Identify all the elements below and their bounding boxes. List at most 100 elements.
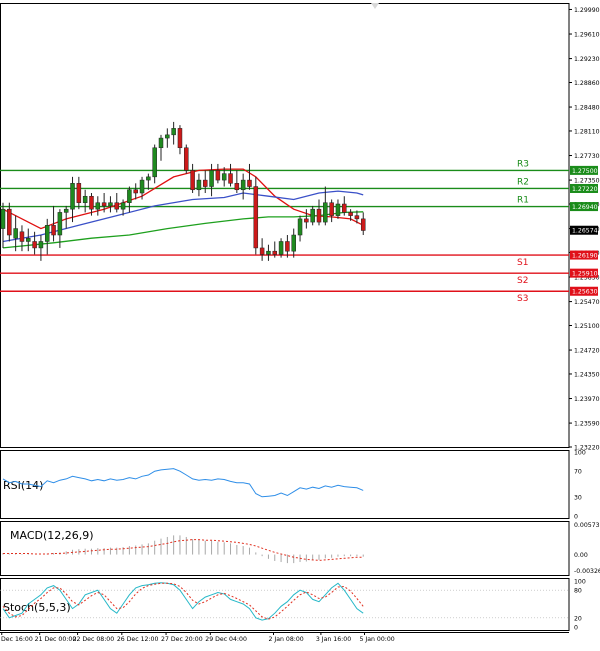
stoch-tick-label: 80: [574, 588, 582, 595]
level-name-s3: S3: [517, 294, 528, 304]
level-name-r3: R3: [517, 159, 529, 169]
level-price-label-s2: 1.25910: [572, 271, 598, 278]
price-tick-label: 1.23590: [574, 421, 600, 428]
macd-tick-label: 0.00: [574, 552, 588, 559]
candle-body: [165, 134, 170, 139]
rsi-tick-label: 0: [574, 514, 578, 521]
price-tick-label: 1.25850: [574, 275, 600, 282]
macd-tick-label: -0.003269: [574, 568, 600, 575]
time-label: 5 Jan 00:00: [360, 636, 395, 643]
candle-body: [89, 195, 94, 210]
candle-body: [323, 202, 328, 223]
candle-body: [247, 179, 252, 187]
candle-body: [177, 128, 183, 149]
candle-body: [184, 147, 189, 171]
level-price-label-r2: 1.27220: [572, 186, 598, 193]
time-label: Dec 16:00: [1, 636, 33, 643]
candle-body: [82, 195, 88, 203]
level-name-r1: R1: [517, 196, 529, 206]
stoch-tick-label: 0: [574, 625, 578, 632]
rsi-tick-label: 100: [574, 450, 586, 457]
candle-body: [26, 237, 31, 242]
price-tick-label: 1.29230: [574, 56, 600, 63]
level-price-box-r3: [570, 165, 598, 175]
time-label: 27 Dec 20:00: [161, 636, 203, 643]
stoch-tick-label: 100: [574, 579, 586, 586]
rsi-panel-frame: [0, 450, 570, 519]
candle-body: [285, 241, 290, 252]
level-price-box-r2: [570, 183, 598, 193]
candle-body: [57, 212, 63, 236]
candle-body: [108, 202, 113, 207]
price-tick-label: 1.23970: [574, 396, 600, 403]
candle-body: [196, 179, 202, 191]
stoch-panel-frame: [0, 578, 570, 631]
level-price-box-s1: [570, 250, 598, 260]
price-tick-label: 1.25470: [574, 299, 600, 306]
price-tick-label: 1.27730: [574, 153, 600, 160]
time-label: 29 Dec 04:00: [205, 636, 247, 643]
candle-body: [335, 203, 341, 216]
price-tick-label: 1.28110: [574, 128, 600, 135]
candle-body: [221, 173, 227, 181]
candle-body: [329, 202, 334, 216]
candle-body: [215, 170, 221, 181]
time-label: 22 Dec 08:00: [73, 636, 115, 643]
rsi-tick-label: 30: [574, 494, 582, 501]
level-price-label-r1: 1.26940: [572, 204, 598, 211]
candle-body: [38, 241, 44, 249]
candle-body: [228, 173, 233, 184]
candle-body: [190, 170, 195, 191]
level-name-r2: R2: [517, 177, 529, 187]
candle-body: [234, 183, 240, 191]
level-price-box-s2: [570, 268, 598, 278]
macd-signal-line: [3, 539, 364, 561]
price-tick-label: 1.28480: [574, 105, 600, 112]
time-label: 26 Dec 12:00: [117, 636, 159, 643]
rsi-tick-label: 70: [574, 469, 582, 476]
candle-body: [63, 208, 69, 213]
candle-body: [266, 250, 271, 255]
rsi-line: [2, 468, 364, 498]
stoch-main-line: [2, 582, 364, 621]
macd-panel-frame: [0, 521, 570, 576]
candle-body: [32, 241, 37, 249]
candle-body: [360, 218, 366, 231]
candle-body: [76, 183, 82, 203]
time-label: 3 Jan 16:00: [316, 636, 351, 643]
macd-label: MACD(12,26,9): [10, 529, 94, 542]
candle-body: [259, 247, 265, 255]
candle-body: [152, 147, 157, 178]
macd-tick-label: 0.005731: [574, 522, 600, 529]
price-tick-label: 1.24350: [574, 371, 600, 378]
candle-body: [297, 218, 303, 236]
moving-average-blue-line: [2, 190, 364, 243]
candle-body: [7, 208, 12, 236]
current-price-label: 1.26574: [572, 228, 598, 235]
candle-body: [101, 202, 107, 207]
candle-body: [95, 202, 101, 210]
candle-body: [0, 208, 6, 229]
level-price-label-s3: 1.25630: [572, 289, 598, 296]
candle-body: [171, 128, 176, 136]
price-tick-label: 1.27350: [574, 178, 600, 185]
current-price-box: [570, 225, 598, 235]
candle-body: [51, 225, 56, 236]
level-price-box-r1: [570, 202, 598, 212]
candle-body: [70, 183, 75, 210]
level-name-s1: S1: [517, 258, 528, 268]
candle-body: [158, 137, 164, 149]
level-name-s2: S2: [517, 276, 528, 286]
candle-body: [209, 170, 214, 187]
level-price-label-s1: 1.26190: [572, 253, 598, 260]
candle-body: [348, 212, 353, 216]
level-price-label-r3: 1.27500: [572, 168, 598, 175]
candle-body: [44, 225, 50, 242]
chart-shift-marker: [371, 3, 379, 9]
candle-body: [316, 208, 322, 223]
candle-body: [202, 179, 208, 187]
candle-body: [127, 189, 132, 203]
candle-body: [139, 179, 145, 194]
